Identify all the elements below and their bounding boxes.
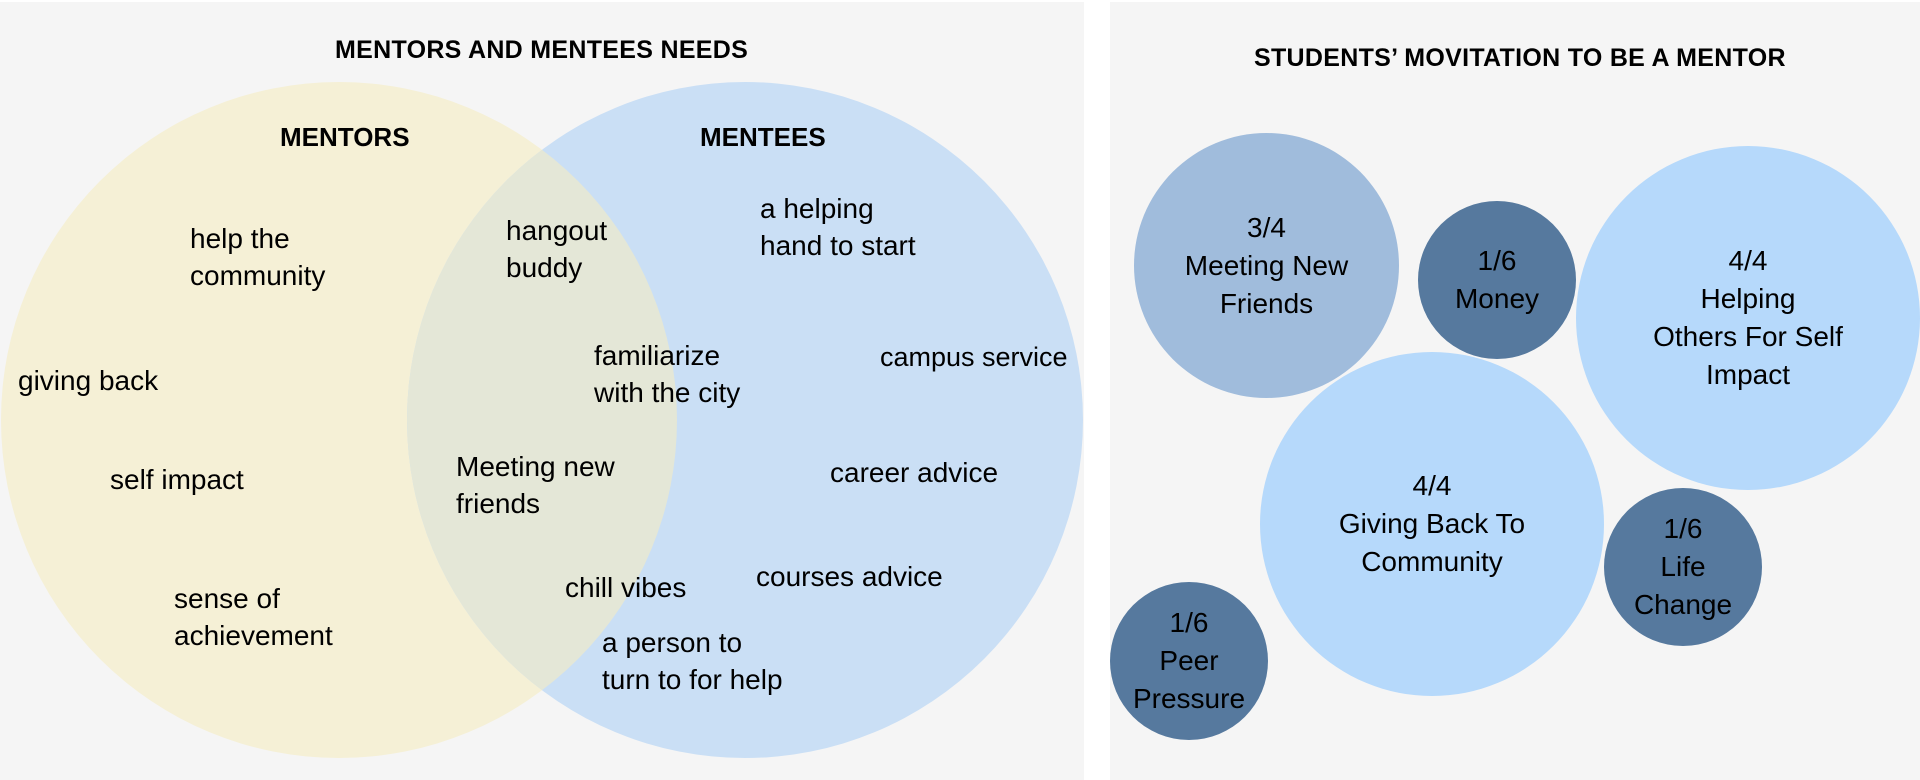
shared-need-person-for-help: a person to turn to for help: [602, 627, 783, 695]
bubble-peer-pressure: 1/6 Peer Pressure: [1110, 582, 1268, 740]
mentors-need-self-impact: self impact: [110, 464, 244, 495]
bubble-giving-back: 4/4 Giving Back To Community: [1260, 352, 1604, 696]
mentors-heading: MENTORS: [280, 122, 410, 152]
shared-need-familiarize-city: familiarize with the city: [594, 340, 741, 408]
mentees-heading: MENTEES: [700, 122, 826, 152]
mentees-need-campus-service: campus service: [880, 342, 1068, 372]
venn-title: MENTORS AND MENTEES NEEDS: [335, 36, 749, 64]
mentors-need-sense-of-achievement: sense of achievement: [174, 583, 333, 651]
bubble-meeting-new-friends: 3/4 Meeting New Friends: [1134, 133, 1399, 398]
bubble-helping-others: 4/4 Helping Others For Self Impact: [1576, 146, 1920, 490]
mentees-need-courses-advice: courses advice: [756, 561, 943, 592]
shared-need-hangout-buddy: hangout buddy: [506, 215, 608, 283]
shared-need-meeting-new-friends: Meeting new friends: [456, 451, 615, 519]
mentors-need-help-community: help the community: [190, 223, 326, 291]
venn-diagram: [1, 82, 1083, 758]
mentees-need-career-advice: career advice: [830, 457, 999, 488]
mentors-need-giving-back: giving back: [18, 365, 159, 396]
motivation-panel: STUDENTS’ MOVITATION TO BE A MENTOR 3/4 …: [1110, 2, 1920, 780]
venn-panel: MENTORS AND MENTEES NEEDS MENTORS MENTEE…: [0, 2, 1084, 780]
bubble-life-change: 1/6 Life Change: [1604, 488, 1762, 646]
mentees-need-helping-hand: a helping hand to start: [760, 193, 916, 261]
overlap-region: [407, 82, 677, 758]
bubble-money: 1/6 Money: [1418, 201, 1576, 359]
motivation-title: STUDENTS’ MOVITATION TO BE A MENTOR: [1254, 44, 1786, 72]
shared-need-chill-vibes: chill vibes: [565, 572, 687, 603]
